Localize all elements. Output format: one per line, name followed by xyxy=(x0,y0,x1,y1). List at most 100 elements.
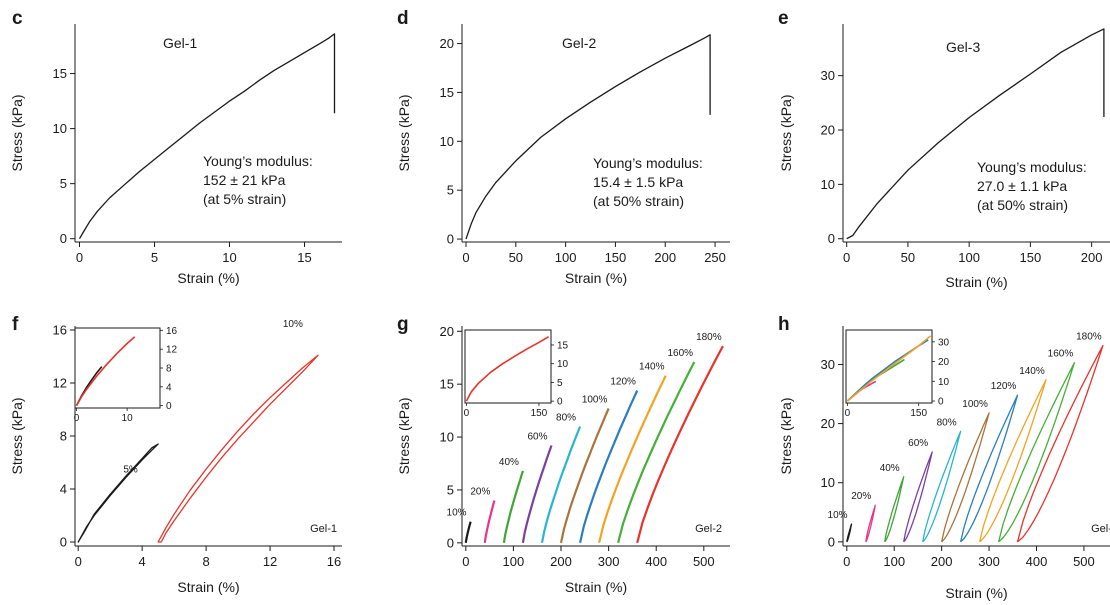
cycle-curve xyxy=(464,521,472,543)
panel-label-e: e xyxy=(778,8,789,29)
inset-y-tick-label: 8 xyxy=(166,364,172,375)
y-tick-label: 30 xyxy=(821,357,835,372)
y-axis-title: Stress (kPa) xyxy=(778,397,794,474)
cycle-label: 10% xyxy=(828,510,848,521)
gel-label: Gel-1 xyxy=(310,523,337,535)
panel-label-f: f xyxy=(12,314,19,335)
x-tick-label: 10 xyxy=(222,250,236,265)
inset-x-tick-label: 10 xyxy=(122,413,134,424)
cycle-curve xyxy=(846,523,853,543)
x-tick-label: 0 xyxy=(843,554,850,569)
y-tick-label: 20 xyxy=(440,36,454,51)
inset-x-tick-label: 150 xyxy=(531,408,548,419)
x-tick-label: 100 xyxy=(883,554,905,569)
inset-x-tick-label: 0 xyxy=(845,408,851,419)
x-tick-label: 12 xyxy=(263,554,277,569)
x-axis-title: Strain (%) xyxy=(945,274,1007,290)
inset-y-tick-label: 30 xyxy=(938,337,950,348)
cycle-curve xyxy=(521,445,553,543)
x-tick-label: 200 xyxy=(550,554,572,569)
cycle-curve xyxy=(884,476,905,543)
modulus-strain-note: (at 50% strain) xyxy=(593,193,684,209)
cycle-label: 60% xyxy=(527,432,547,443)
inset-y-tick-label: 12 xyxy=(166,345,178,356)
x-tick-label: 500 xyxy=(1073,554,1095,569)
x-tick-label: 4 xyxy=(139,554,146,569)
cycle-label: 40% xyxy=(880,463,900,474)
cycle-curve xyxy=(636,345,724,544)
y-tick-label: 10 xyxy=(440,430,454,445)
y-tick-label: 12 xyxy=(53,375,67,390)
cycle-label: 80% xyxy=(556,412,576,423)
x-tick-label: 200 xyxy=(654,250,676,265)
cycle-label: 140% xyxy=(639,362,665,373)
cycle-label: 160% xyxy=(668,348,694,359)
panel-label-g: g xyxy=(397,314,409,335)
y-axis-title: Stress (kPa) xyxy=(396,397,412,474)
modulus-heading: Young’s modulus: xyxy=(203,153,313,169)
cycle-label: 100% xyxy=(582,395,608,406)
hysteresis-loop-10pct xyxy=(157,354,319,543)
inset-y-tick-label: 4 xyxy=(166,382,172,393)
x-tick-label: 300 xyxy=(598,554,620,569)
inset-y-tick-label: 5 xyxy=(557,378,563,389)
inset-y-tick-label: 0 xyxy=(938,397,944,408)
x-tick-label: 300 xyxy=(978,554,1000,569)
cycle-curve xyxy=(483,500,496,543)
inset-plot xyxy=(74,327,161,409)
gel-label: Gel-3 xyxy=(1091,523,1110,535)
cycle-curve xyxy=(559,408,610,544)
y-tick-label: 15 xyxy=(440,85,454,100)
x-tick-label: 200 xyxy=(1081,250,1103,265)
x-tick-label: 50 xyxy=(901,250,915,265)
y-tick-label: 15 xyxy=(53,66,67,81)
cycle-label: 80% xyxy=(937,417,957,428)
cycle-curve xyxy=(502,470,524,543)
cycle-curve xyxy=(579,390,639,544)
y-tick-label: 0 xyxy=(60,535,67,550)
y-tick-label: 0 xyxy=(60,231,67,246)
y-tick-label: 20 xyxy=(821,123,835,138)
cycle-curve xyxy=(903,451,933,543)
cycle-label: 140% xyxy=(1019,366,1045,377)
gel-label: Gel-3 xyxy=(946,39,980,55)
inset-x-tick-label: 0 xyxy=(464,408,470,419)
inset-series-line xyxy=(465,336,550,402)
cycle-label: 120% xyxy=(610,377,636,388)
panel-label-c: c xyxy=(12,8,23,29)
x-tick-label: 0 xyxy=(462,554,469,569)
inset-series-line xyxy=(75,336,136,406)
cycle-label: 160% xyxy=(1048,349,1074,360)
x-axis-title: Strain (%) xyxy=(565,579,627,595)
cycle-curve xyxy=(598,375,667,544)
inset-y-tick-label: 10 xyxy=(557,359,569,370)
gel-label: Gel-2 xyxy=(695,523,722,535)
y-tick-label: 10 xyxy=(53,121,67,136)
inset-x-tick-label: 0 xyxy=(74,413,80,424)
y-tick-label: 10 xyxy=(821,177,835,192)
cycle-curve xyxy=(617,361,696,544)
modulus-value: 27.0 ± 1.1 kPa xyxy=(977,178,1067,194)
x-tick-label: 100 xyxy=(503,554,525,569)
x-tick-label: 0 xyxy=(462,250,469,265)
x-tick-label: 8 xyxy=(202,554,209,569)
cycle-label: 20% xyxy=(470,487,490,498)
cycle-curve xyxy=(978,379,1047,543)
x-tick-label: 100 xyxy=(555,250,577,265)
x-tick-label: 50 xyxy=(509,250,523,265)
x-tick-label: 200 xyxy=(931,554,953,569)
x-axis-title: Strain (%) xyxy=(945,585,1007,601)
y-tick-label: 4 xyxy=(60,482,67,497)
y-tick-label: 5 xyxy=(447,183,454,198)
y-axis-title: Stress (kPa) xyxy=(9,397,25,474)
y-tick-label: 5 xyxy=(60,176,67,191)
inset-y-tick-label: 16 xyxy=(166,326,178,337)
x-tick-label: 250 xyxy=(704,250,726,265)
inset-y-tick-label: 10 xyxy=(938,377,950,388)
y-tick-label: 8 xyxy=(60,429,67,444)
x-tick-label: 0 xyxy=(75,554,82,569)
cycle-curve xyxy=(997,362,1076,543)
y-tick-label: 5 xyxy=(447,482,454,497)
cycle-label: 60% xyxy=(908,438,928,449)
